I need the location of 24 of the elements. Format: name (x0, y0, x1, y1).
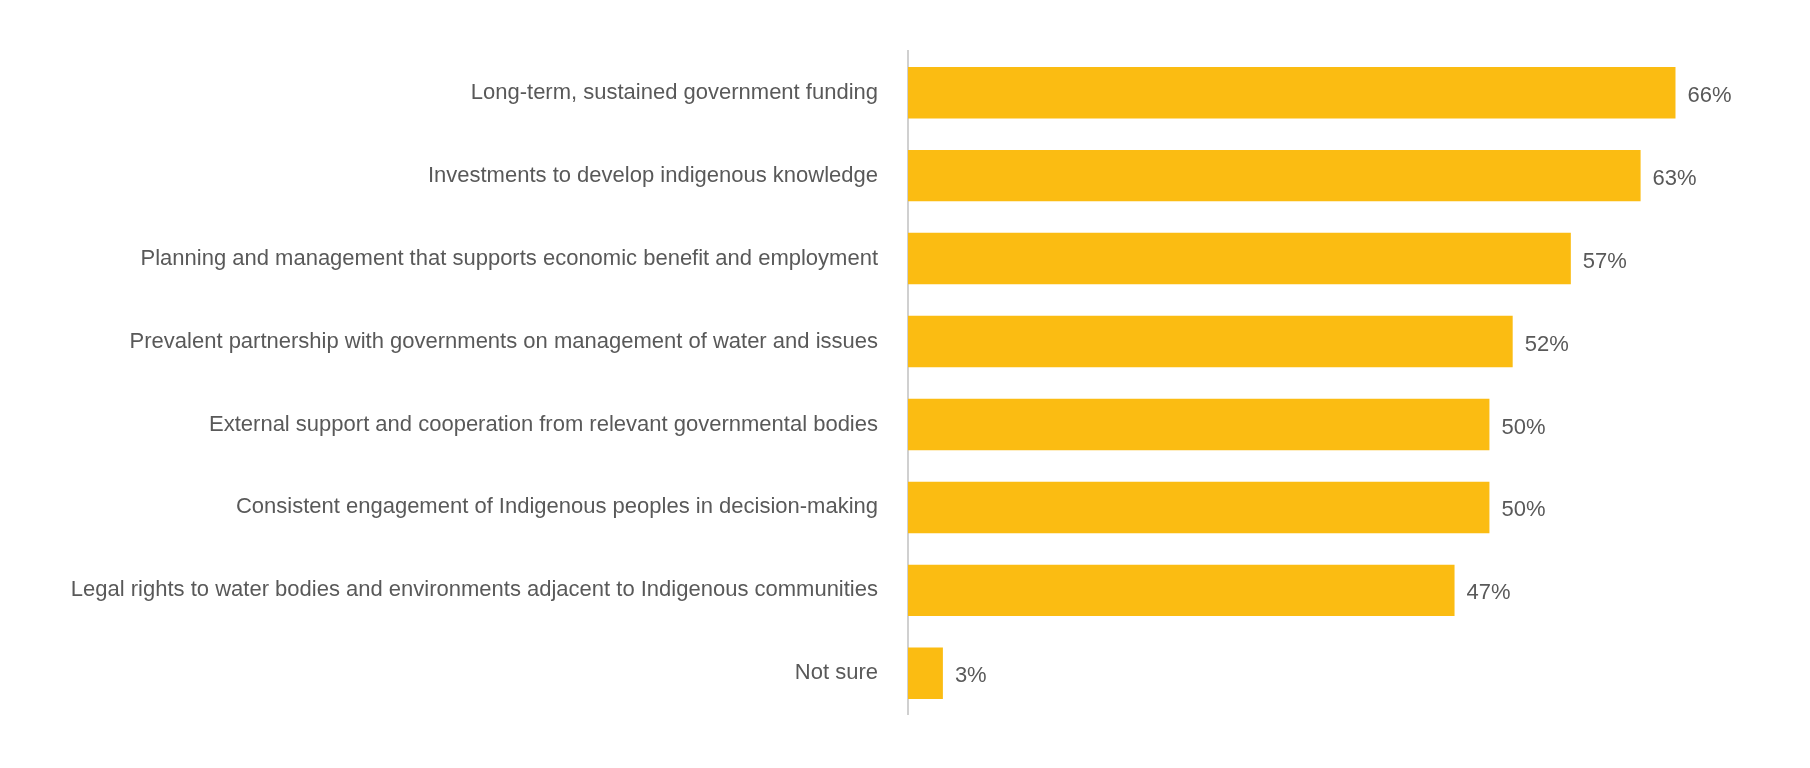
data-label: 52% (1524, 330, 1569, 356)
data-label: 57% (1582, 247, 1627, 273)
y-tick-label: Planning and management that supports economic benefit and employment (140, 244, 878, 270)
y-tick-label: Investments to develop indigenous knowledge (427, 161, 878, 187)
bar (908, 481, 1490, 534)
y-tick-label: Long-term, sustained government funding (470, 78, 878, 104)
y-tick-label: External support and cooperation from relevant governmental bodies (209, 410, 878, 436)
y-tick-label: Not sure (794, 659, 878, 685)
data-label: 50% (1501, 413, 1546, 439)
bar (908, 564, 1455, 617)
y-tick-label: Prevalent partnership with governments on management of water and issues (129, 327, 878, 353)
bar (908, 149, 1641, 202)
data-label: 3% (954, 662, 987, 688)
bar (908, 398, 1490, 451)
data-label: 66% (1687, 81, 1732, 107)
y-tick-label: Legal rights to water bodies and environments adjacent to Indigenous communities (70, 576, 878, 602)
data-label: 63% (1652, 164, 1697, 190)
y-tick-label: Consistent engagement of Indigenous peoples in decision-making (235, 493, 878, 519)
bar (908, 66, 1676, 119)
data-label: 47% (1466, 579, 1511, 605)
bar (908, 315, 1513, 368)
bar (908, 647, 943, 700)
data-label: 50% (1501, 496, 1546, 522)
bar (908, 232, 1571, 285)
